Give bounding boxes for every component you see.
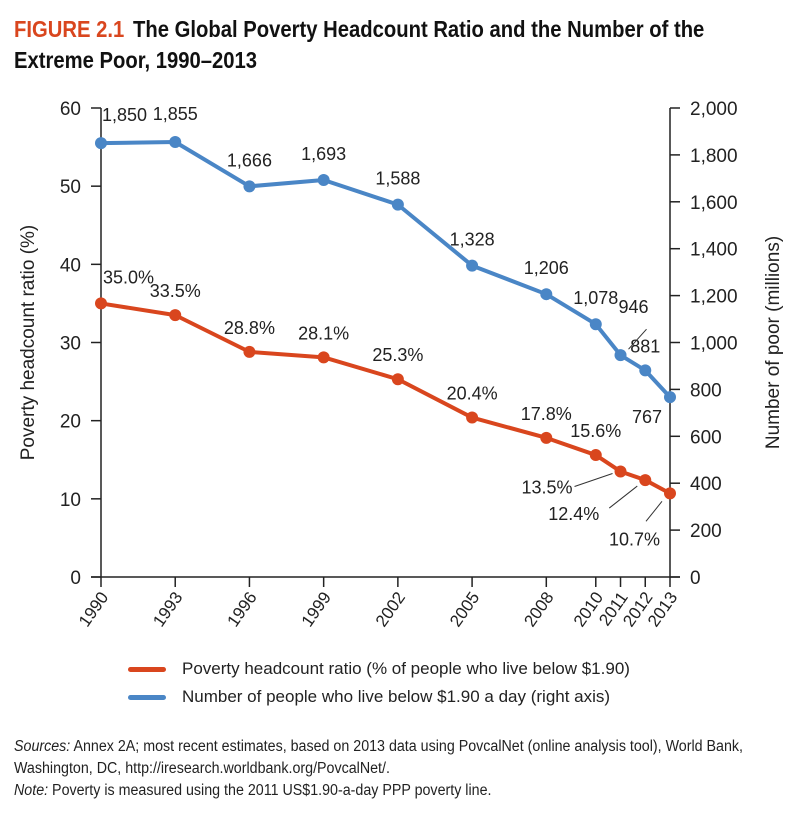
ratio-data-label: 28.8%	[224, 318, 275, 338]
poor-data-label: 881	[630, 336, 660, 356]
series-lines	[95, 136, 676, 500]
left-axis-tick-label: 0	[70, 568, 81, 589]
poor-data-label: 946	[618, 297, 648, 317]
ratio-leader-2012	[608, 485, 638, 509]
ratio-data-label: 17.8%	[521, 404, 572, 424]
x-axis-tick-label: 2008	[520, 588, 557, 630]
ratio-data-label: 12.4%	[548, 504, 599, 524]
ratio-point	[664, 487, 676, 500]
right-axis-tick-label: 1,200	[690, 287, 738, 308]
left-axis-tick-label: 30	[60, 334, 81, 355]
legend-label-poor: Number of people who live below $1.90 a …	[182, 687, 611, 706]
poor-data-label: 767	[632, 407, 662, 427]
right-axis-tick-label: 600	[690, 427, 722, 448]
figure-label: FIGURE 2.1	[14, 16, 125, 42]
x-axis-tick-label: 2005	[446, 588, 483, 630]
left-axis-tick-label: 50	[60, 177, 81, 198]
left-axis-tick-label: 40	[60, 255, 81, 276]
poor-point	[589, 318, 602, 331]
x-axis-tick-label: 1993	[149, 588, 186, 630]
sources-text: Annex 2A; most recent estimates, based o…	[14, 738, 743, 777]
ratio-point	[589, 449, 602, 462]
poor-point	[540, 288, 553, 301]
right-axis-tick-label: 800	[690, 380, 722, 401]
ratio-leader-2013	[645, 501, 663, 522]
poor-data-label: 1,666	[227, 150, 272, 170]
ratio-data-label: 33.5%	[150, 281, 201, 301]
note-text: Poverty is measured using the 2011 US$1.…	[48, 782, 492, 799]
poor-point	[317, 173, 330, 186]
ratio-point	[243, 345, 256, 358]
right-axis-tick-label: 1,600	[690, 193, 738, 214]
legend-swatch-poor	[128, 694, 166, 700]
right-axis-tick-label: 200	[690, 521, 722, 542]
poor-data-label: 1,850	[102, 105, 147, 125]
ratio-data-label: 25.3%	[372, 345, 423, 365]
poor-point	[391, 198, 404, 211]
left-axis-tick-label: 60	[60, 99, 81, 120]
poor-point	[95, 137, 107, 150]
poor-point	[169, 136, 182, 149]
ratio-leader-2011	[574, 473, 613, 487]
poor-data-label: 1,588	[375, 169, 420, 189]
sources-label: Sources:	[14, 738, 71, 755]
x-axis-tick-label: 1996	[223, 588, 260, 630]
poor-point	[664, 391, 676, 404]
ratio-data-label: 15.6%	[570, 421, 621, 441]
legend: Poverty headcount ratio (% of people who…	[128, 655, 630, 711]
x-axis-tick-label: 2002	[372, 588, 409, 630]
right-axis-tick-label: 1,000	[690, 334, 738, 355]
poor-data-label: 1,693	[301, 144, 346, 164]
legend-item-poor: Number of people who live below $1.90 a …	[128, 683, 630, 711]
ratio-data-label: 35.0%	[103, 267, 154, 287]
ratio-point	[614, 465, 627, 478]
legend-swatch-ratio	[128, 666, 166, 672]
ratio-data-label: 28.1%	[298, 323, 349, 343]
poor-point	[466, 259, 479, 272]
left-axis-tick-label: 20	[60, 412, 81, 433]
footer: Sources: Annex 2A; most recent estimates…	[14, 736, 800, 802]
ratio-point	[540, 431, 553, 444]
right-axis-tick-label: 400	[690, 474, 722, 495]
poor-data-label: 1,206	[524, 258, 569, 278]
ratio-point	[169, 309, 182, 322]
left-axis-title: Poverty headcount ratio (%)	[18, 225, 39, 461]
poor-point	[639, 364, 652, 377]
poor-data-label: 1,078	[573, 288, 618, 308]
note-line: Note: Poverty is measured using the 2011…	[14, 780, 800, 802]
ratio-line	[100, 301, 671, 496]
ratio-point	[639, 474, 652, 487]
note-label: Note:	[14, 782, 49, 799]
left-axis-tick-label: 10	[60, 490, 81, 511]
poor-point	[243, 180, 256, 193]
figure-title-text: The Global Poverty Headcount Ratio and t…	[14, 16, 705, 73]
x-axis-tick-label: 1999	[298, 588, 335, 630]
ratio-point	[391, 373, 404, 386]
sources-line: Sources: Annex 2A; most recent estimates…	[14, 736, 800, 780]
ratio-data-label: 13.5%	[521, 477, 572, 497]
right-axis-title: Number of poor (millions)	[763, 236, 784, 449]
right-axis-tick-label: 0	[690, 568, 701, 589]
legend-label-ratio: Poverty headcount ratio (% of people who…	[182, 659, 630, 678]
ratio-point	[466, 411, 479, 424]
poverty-chart: 010203040506002004006008001,0001,2001,40…	[18, 99, 784, 630]
x-axis-tick-label: 1990	[75, 588, 112, 630]
ratio-data-label: 10.7%	[609, 529, 660, 549]
right-axis-tick-label: 2,000	[690, 99, 738, 120]
ratio-point	[317, 351, 330, 364]
legend-item-ratio: Poverty headcount ratio (% of people who…	[128, 655, 630, 683]
data-labels: 35.0%33.5% 28.8% 28.1% 25.3% 20.4% 17.8%15.6%…	[102, 104, 663, 549]
poor-data-label: 1,328	[450, 230, 495, 250]
poor-leader-2011	[628, 328, 647, 350]
poor-point	[614, 349, 627, 362]
right-axis-tick-label: 1,800	[690, 146, 738, 167]
figure-title: FIGURE 2.1 The Global Poverty Headcount R…	[14, 14, 788, 76]
right-axis-tick-label: 1,400	[690, 240, 738, 261]
ratio-data-label: 20.4%	[447, 384, 498, 404]
ratio-point	[95, 297, 107, 310]
poor-data-label: 1,855	[153, 104, 198, 124]
